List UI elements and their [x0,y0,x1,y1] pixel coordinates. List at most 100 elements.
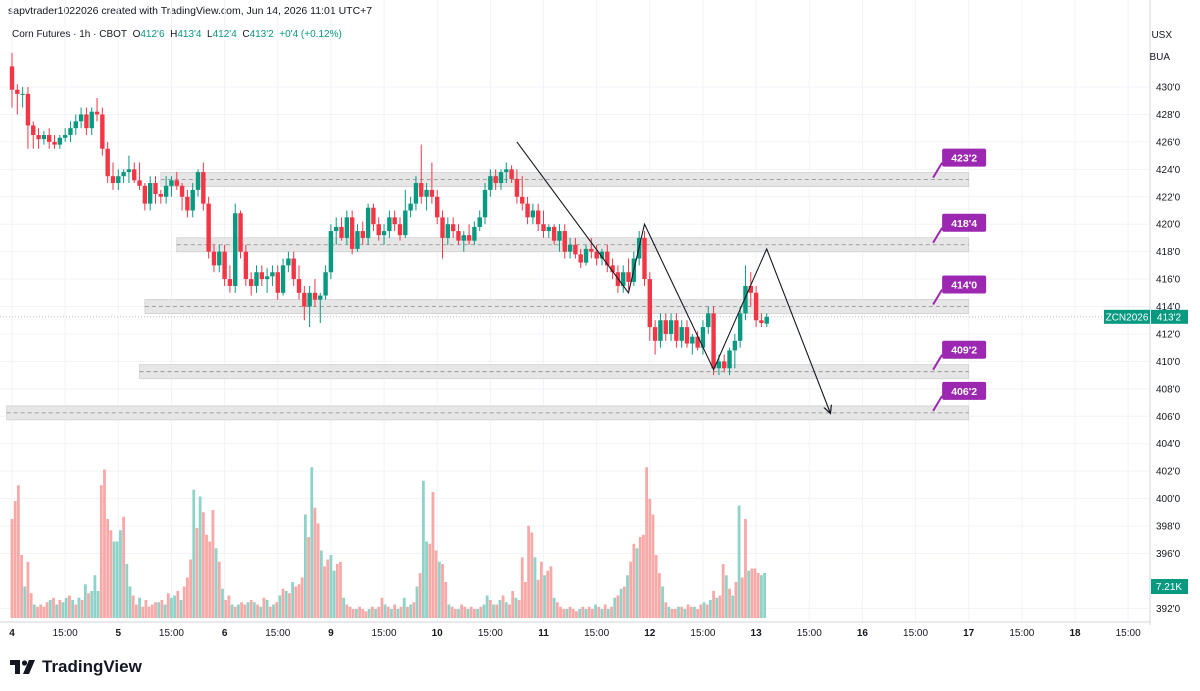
price-tick-label: 422'0 [1156,192,1181,203]
volume-tag[interactable] [1151,579,1188,594]
price-tick-label: 406'0 [1156,412,1181,423]
candle-body [482,189,488,218]
volume-bar [473,609,476,618]
volume-bar [546,570,550,618]
candle-body [57,137,63,145]
candle-body [264,276,270,280]
volume-bar [581,606,585,618]
callout-pointer [932,289,943,306]
volume-bar [262,597,266,618]
volume-bar [233,606,237,618]
candle-body [153,183,158,195]
volume-bar [68,595,71,618]
volume-bar [664,602,668,618]
candle-body [179,185,185,197]
level-band [6,405,970,421]
time-tick-label: 13 [751,628,763,639]
unit-label[interactable]: BUA [1149,52,1170,63]
volume-bars [10,467,767,618]
candle-body [668,320,674,334]
level-callout-box[interactable] [942,213,987,232]
candle-body [727,350,732,369]
candle-body [302,292,307,307]
volume-bar [689,606,693,618]
currency-label[interactable]: USX [1151,30,1172,41]
volume-bar [683,609,687,618]
callout-pointer [932,162,943,179]
price-tick-label: 414'0 [1156,302,1181,313]
volume-bar [724,575,728,618]
candle-body [419,183,424,197]
volume-bar [530,532,534,618]
candle-body [248,279,254,286]
volume-bar [20,555,23,618]
volume-bar [332,570,336,618]
candle-body [121,172,126,177]
candle-body [658,320,663,341]
level-callout-box[interactable] [942,340,987,359]
candle-body [525,203,530,218]
volume-bar [224,600,228,618]
volume-bar [543,575,546,618]
level-callout-box[interactable] [942,381,987,400]
tradingview-logo[interactable]: TradingView [10,657,142,677]
candle-body [642,237,647,280]
volume-bar [705,604,709,618]
volume-bar [195,528,199,618]
level-callout-box[interactable] [942,275,987,294]
volume-bar [252,602,256,618]
volume-bar [316,523,320,618]
level-callout-label: 409'2 [951,345,977,357]
volume-bar [728,588,731,618]
candle-body [217,251,222,266]
price-axis[interactable]: 430'0 428'0 426'0 424'0 422'0 420'0 418'0 416'0… [1104,0,1188,625]
candle-body [94,111,100,115]
candle-body [578,254,583,263]
volume-bar [482,604,486,618]
level-callouts[interactable]: 423'2 418'4 414'0 409'2 406'2 [932,148,987,412]
volume-bar [364,611,368,618]
volume-bar [243,604,247,618]
time-tick-label: 4 [9,628,15,639]
time-axis[interactable]: 4 15:00 5 15:00 6 15:00 9 15:00 10 15:00 11 15:00 12… [0,621,1150,639]
volume-bar [527,525,531,618]
volume-bar [26,561,30,618]
time-tick-label: 15:00 [265,628,290,639]
candle-body [344,217,350,238]
volume-bar [453,609,457,618]
price-tick-label: 416'0 [1156,275,1181,286]
candle-body [690,336,695,344]
volume-bar [377,606,381,618]
volume-bar [42,606,46,618]
time-tick-label: 18 [1069,628,1081,639]
level-callout-box[interactable] [942,148,987,167]
volume-bar [106,519,110,618]
candle-body [700,327,706,348]
price-tick-label: 410'0 [1156,357,1181,368]
volume-tag-label: 7.21K [1156,582,1182,593]
time-tick-label: 17 [963,628,975,639]
time-tick-label: 15:00 [797,628,822,639]
volume-bar [533,557,537,618]
price-tick-label: 396'0 [1156,549,1181,560]
candle-body [233,213,238,286]
candle-body [137,180,142,186]
volume-bar [696,609,700,618]
candle-body [610,265,615,273]
volume-bar [214,548,218,618]
volume-bar [686,604,690,618]
pattern-polyline[interactable] [516,141,831,414]
pattern-projection[interactable] [516,141,831,414]
volume-bar [667,606,671,618]
volume-bar [613,597,617,618]
candle-body [323,272,328,296]
symbol-tag[interactable] [1104,309,1150,324]
last-price-tag[interactable] [1151,309,1188,324]
symbol-legend[interactable]: Corn Futures · 1h · CBOT O412'6 H413'4 L… [12,29,342,40]
candle-body [169,180,174,186]
candle-body [408,203,413,211]
volume-bar [358,606,362,618]
volume-bar [708,600,712,618]
volume-bar [198,496,202,618]
